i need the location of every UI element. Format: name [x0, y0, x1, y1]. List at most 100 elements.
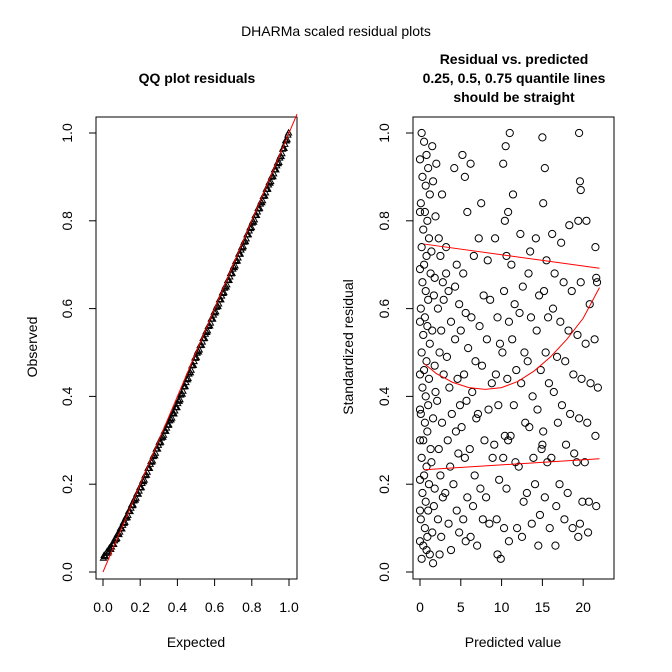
residual-point [430, 361, 439, 370]
residual-point [556, 317, 565, 326]
residual-point [499, 524, 509, 533]
residual-point [475, 322, 484, 331]
residual-point [420, 524, 429, 533]
residual-point [431, 212, 440, 221]
residual-point [506, 431, 515, 441]
residual-point [426, 444, 435, 454]
residual-point [461, 308, 470, 318]
residual-point [564, 326, 573, 335]
residual-point [512, 365, 521, 375]
residual-title-line-2: 0.25, 0.5, 0.75 quantile lines [423, 70, 606, 86]
qq-point [233, 256, 242, 264]
residual-point [592, 502, 601, 511]
residual-point [415, 537, 425, 546]
residual-point [443, 436, 452, 445]
residual-point [557, 238, 566, 247]
residual-point [526, 313, 536, 322]
residual-point [459, 269, 468, 278]
residual-point [522, 488, 531, 498]
residual-plot-box [412, 116, 615, 580]
residual-point [507, 260, 516, 269]
residual-point [460, 453, 469, 462]
qq-point [164, 420, 173, 428]
residual-point [452, 260, 461, 269]
qq-point [255, 204, 264, 211]
residual-point [568, 524, 577, 533]
residual-point [530, 480, 540, 489]
residual-point [553, 418, 562, 427]
residual-point [417, 554, 426, 563]
residual-point [430, 484, 439, 493]
residual-point [561, 440, 571, 449]
residual-point [418, 383, 427, 392]
qq-point [137, 483, 146, 491]
residual-point [548, 229, 557, 239]
qq-y-tick-label: 0.2 [59, 474, 75, 494]
residual-point [424, 506, 433, 515]
residual-point [442, 352, 452, 361]
residual-point [488, 453, 497, 462]
residual-point [486, 295, 495, 304]
qq-point [118, 524, 126, 532]
residual-x-tick-label: 20 [575, 599, 591, 615]
residual-point [499, 159, 508, 168]
residual-point [419, 137, 429, 146]
residual-point [535, 510, 545, 520]
qq-point [283, 135, 292, 143]
residual-point [590, 335, 599, 344]
residual-point [438, 278, 447, 287]
qq-point [263, 184, 272, 192]
residual-point [422, 545, 431, 555]
residual-point [425, 190, 434, 199]
residual-point [551, 541, 560, 550]
qq-point [239, 242, 248, 250]
residual-point [455, 401, 465, 410]
residual-point [524, 269, 533, 278]
residual-point [483, 256, 492, 265]
residual-point [420, 207, 429, 217]
residual-point [423, 216, 432, 225]
residual-point [419, 330, 428, 340]
residual-point [428, 559, 438, 568]
qq-point [170, 406, 179, 414]
qq-point [228, 269, 236, 276]
residual-point [438, 493, 447, 502]
residual-y-tick-label: 1.0 [376, 123, 392, 143]
residual-point [474, 234, 483, 243]
residual-point [504, 317, 514, 326]
residual-point [415, 506, 425, 515]
residual-point [450, 164, 459, 173]
residual-point [423, 532, 432, 541]
residual-x-axis: 0 5 10 15 20 [416, 578, 591, 615]
residual-xlabel: Predicted value [465, 634, 562, 650]
residual-point [557, 401, 567, 410]
residual-point [527, 519, 536, 528]
residual-point [435, 348, 444, 357]
residual-point [421, 286, 430, 296]
residual-point [480, 436, 489, 445]
residual-point [428, 528, 437, 537]
residual-point [444, 519, 453, 528]
residual-point [433, 515, 443, 524]
residual-point [526, 247, 535, 256]
residual-title-line-3: should be straight [453, 89, 575, 105]
residual-point [428, 326, 437, 335]
residual-point [543, 313, 553, 322]
residual-point [428, 177, 438, 186]
residual-point [549, 387, 558, 397]
residual-point [415, 207, 425, 217]
qq-point [197, 341, 206, 348]
residual-point [498, 348, 507, 357]
residual-point [591, 243, 600, 252]
residual-y-tick-label: 0.2 [376, 474, 392, 494]
residual-point [490, 440, 499, 449]
residual-point [454, 449, 463, 458]
residual-point [493, 550, 502, 559]
residual-point [495, 339, 505, 348]
residual-point [477, 361, 487, 370]
qq-x-tick-label: 0.6 [205, 599, 225, 615]
residual-point [583, 418, 592, 427]
residual-point [552, 502, 561, 511]
residual-point [487, 379, 496, 388]
